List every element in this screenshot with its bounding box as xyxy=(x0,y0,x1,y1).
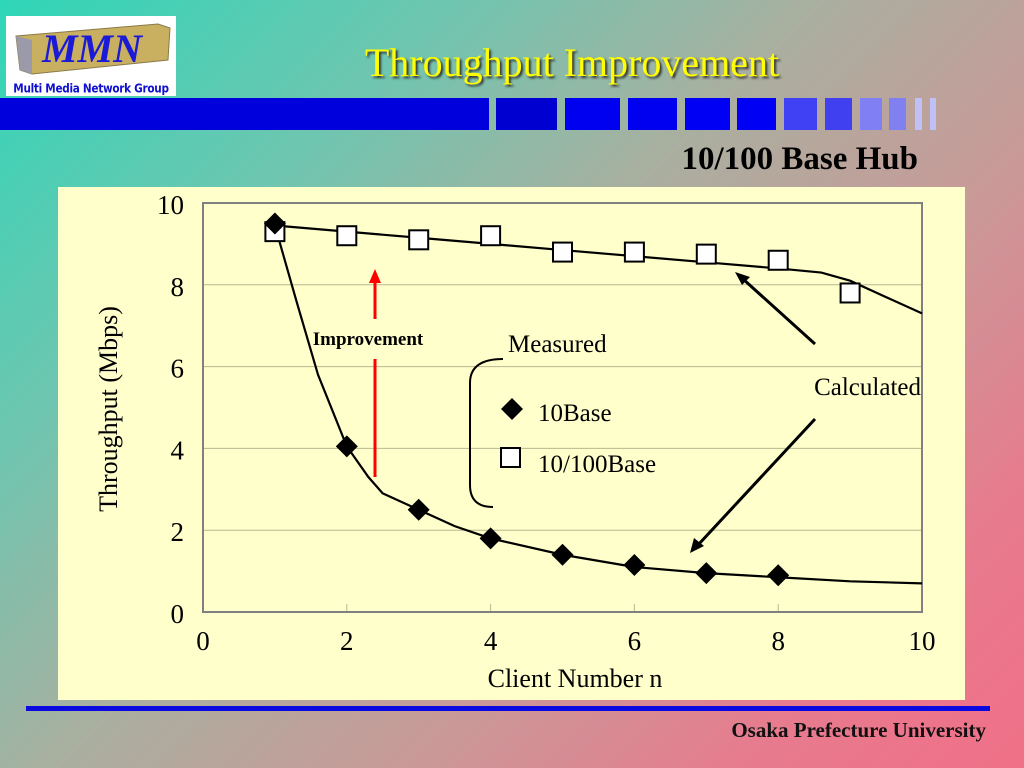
square-marker xyxy=(336,225,358,247)
diamond-marker xyxy=(479,527,502,550)
header-bar-segment xyxy=(915,98,922,130)
y-tick-label: 8 xyxy=(171,272,185,302)
measured-label: Measured xyxy=(508,331,607,358)
calculated-label: Calculated xyxy=(814,374,921,401)
logo-caption: Multi Media Network Group xyxy=(13,81,169,97)
plot-area-border xyxy=(202,202,923,613)
diamond-marker xyxy=(335,435,358,458)
diamond-marker xyxy=(263,212,286,235)
x-tick-label: 8 xyxy=(771,626,785,656)
y-tick-label: 10 xyxy=(157,190,184,220)
y-axis-label: Throughput (Mbps) xyxy=(94,306,123,512)
improvement-arrow-icon xyxy=(369,269,381,477)
square-marker xyxy=(839,282,861,304)
diamond-marker xyxy=(767,564,790,587)
throughput-chart: 0 2 4 6 8 10 0 2 4 6 8 10 Improvement Measured 10B… xyxy=(94,190,936,693)
x-axis-ticks: 0 2 4 6 8 10 xyxy=(196,626,935,656)
legend-bracket xyxy=(469,358,504,508)
x-tick-label: 4 xyxy=(484,626,498,656)
x-tick-label: 2 xyxy=(340,626,354,656)
square-marker xyxy=(408,229,430,251)
header-bar-segment xyxy=(889,98,906,130)
legend-square-icon xyxy=(500,447,521,468)
mmn-logo-icon: MMN xyxy=(15,23,171,75)
header-bar-segment xyxy=(628,98,677,130)
legend-diamond-icon xyxy=(501,398,523,420)
y-tick-label: 6 xyxy=(171,354,185,384)
footer-divider xyxy=(26,706,990,711)
logo: MMN Multi Media Network Group xyxy=(6,16,176,96)
square-marker xyxy=(480,225,502,247)
diamond-marker xyxy=(551,543,574,566)
calculated-curve xyxy=(274,224,923,315)
svg-text:MMN: MMN xyxy=(41,26,144,71)
footer-university: Osaka Prefecture University xyxy=(731,718,986,742)
header-bar-segment xyxy=(0,98,489,130)
calculated-curve xyxy=(273,225,923,585)
legend-10-100base: 10/100Base xyxy=(538,451,656,478)
diamond-marker xyxy=(623,553,646,576)
y-tick-label: 2 xyxy=(171,517,185,547)
diamond-marker xyxy=(695,562,718,585)
slide-subtitle: 10/100 Base Hub xyxy=(681,141,918,177)
data-markers xyxy=(263,212,861,587)
header-bar-segment xyxy=(737,98,776,130)
x-tick-label: 6 xyxy=(628,626,642,656)
header-bar-segment xyxy=(930,98,936,130)
chart-panel: 0 2 4 6 8 10 0 2 4 6 8 10 Improvement Measured 10B… xyxy=(58,187,965,700)
calculated-arrow-lower-icon xyxy=(690,417,817,553)
y-axis-ticks: 0 2 4 6 8 10 xyxy=(157,190,185,629)
header-bar-segment xyxy=(825,98,852,130)
header-bar-segment xyxy=(784,98,817,130)
header-bar-segment xyxy=(496,98,557,130)
square-marker xyxy=(623,241,645,263)
diamond-marker xyxy=(407,498,430,521)
x-tick-label: 0 xyxy=(196,626,210,656)
grid-lines xyxy=(203,284,922,612)
improvement-label: Improvement xyxy=(313,329,424,350)
header-bar-segment xyxy=(860,98,882,130)
y-tick-label: 0 xyxy=(171,599,185,629)
header-bar-segment xyxy=(685,98,730,130)
square-marker xyxy=(767,249,789,271)
legend-10base: 10Base xyxy=(538,400,612,427)
x-axis-label: Client Number n xyxy=(488,664,663,693)
square-marker xyxy=(695,243,717,265)
y-tick-label: 4 xyxy=(171,435,185,465)
square-marker xyxy=(552,241,573,263)
header-bar-segment xyxy=(565,98,620,130)
x-tick-label: 10 xyxy=(909,626,936,656)
calculated-arrow-upper-icon xyxy=(735,272,817,346)
slide-title: Throughput Improvement xyxy=(364,40,780,85)
